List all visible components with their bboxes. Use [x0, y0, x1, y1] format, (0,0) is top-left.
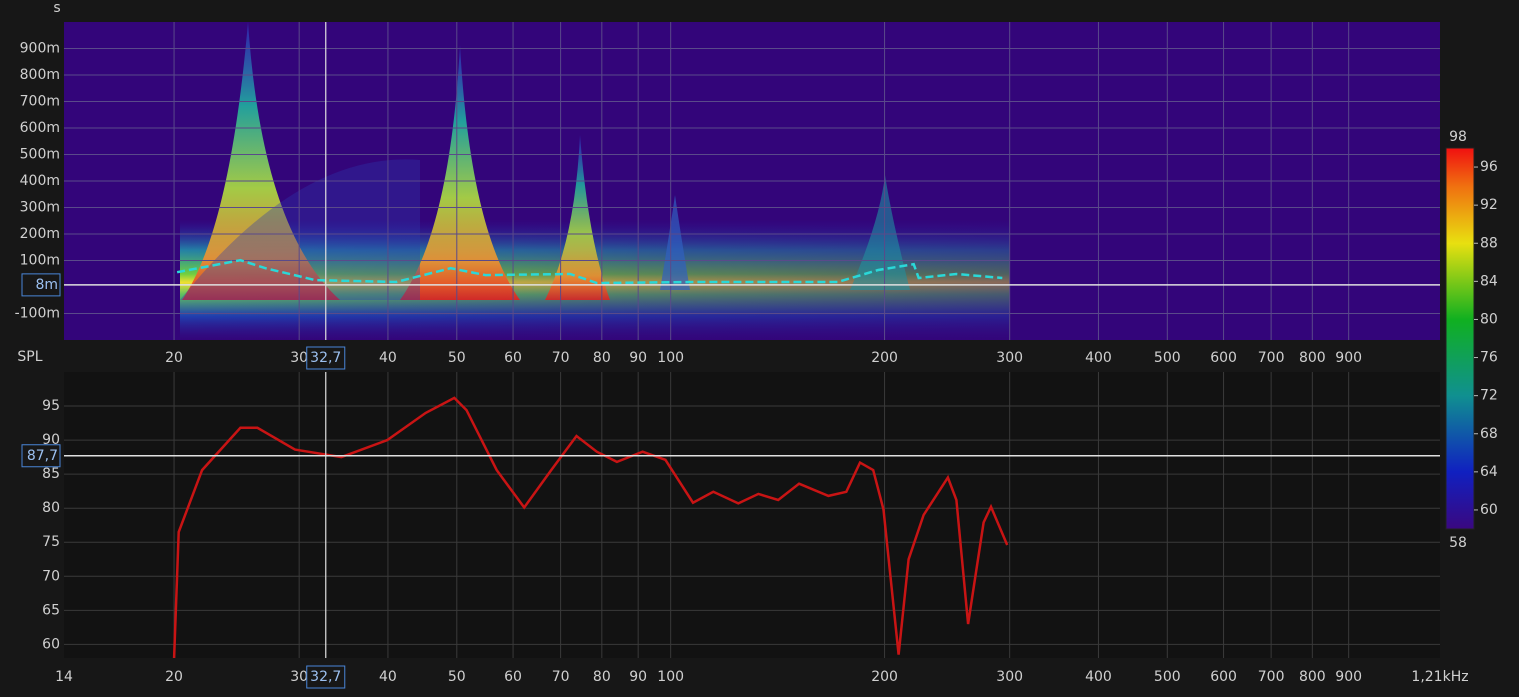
y-tick-label: 65	[42, 602, 60, 618]
x-tick-label: 30	[290, 350, 308, 366]
x-tick-label: 70	[552, 669, 570, 685]
chart-spectrogram: 900m 800m 700m 600m 500m 400m 300m 200m 100m -100…	[15, 22, 1498, 551]
x-tick-label: 300	[996, 350, 1023, 366]
y-tick-label: 75	[42, 534, 60, 550]
colorbar-tick-label: 80	[1480, 311, 1498, 327]
cursor-y-label: 8m	[35, 277, 58, 293]
x-tick-label: 800	[1299, 350, 1326, 366]
x-tick-label: 90	[629, 350, 647, 366]
cursor-y-box	[21, 273, 61, 297]
x-tick-label: 30	[290, 669, 308, 685]
x-tick-label: 1,21kHz	[1411, 669, 1468, 685]
x-tick-label: 500	[1154, 669, 1181, 685]
colorbar-min-label: 58	[1449, 535, 1467, 551]
cursor-y-label: 87,7	[27, 448, 58, 464]
x-tick-label: 400	[1085, 669, 1112, 685]
colorbar-tick-label: 96	[1480, 159, 1498, 175]
y-tick-label: 700m	[20, 94, 60, 110]
colorbar-tick-label: 68	[1480, 426, 1498, 442]
colorbar-tick-label: 92	[1480, 197, 1498, 213]
x-tick-label: 200	[871, 669, 898, 685]
y-tick-label: 500m	[20, 147, 60, 163]
x-tick-label: 300	[996, 669, 1023, 685]
x-tick-label: 100	[657, 350, 684, 366]
cursor-x-label: 32,7	[310, 350, 341, 366]
x-tick-label: 900	[1335, 669, 1362, 685]
y-tick-label: 100m	[20, 253, 60, 269]
x-tick-label: 600	[1210, 350, 1237, 366]
y-tick-label: 60	[42, 636, 60, 652]
cursor-x-label: 32,7	[310, 669, 341, 685]
x-tick-label: 200	[871, 350, 898, 366]
cursor-y-box	[21, 444, 61, 468]
x-tick-label: 40	[379, 669, 397, 685]
cursor-x-box	[306, 346, 346, 370]
y-tick-label: 200m	[20, 226, 60, 242]
colorbar-tick-label: 60	[1480, 502, 1498, 518]
y-tick-label: 900m	[20, 41, 60, 57]
x-tick-label: 50	[448, 669, 466, 685]
x-tick-label: 20	[165, 350, 183, 366]
y-tick-label: 800m	[20, 67, 60, 83]
y-tick-label: 95	[42, 398, 60, 414]
cursor-x-box	[306, 665, 346, 689]
x-tick-label: 80	[593, 350, 611, 366]
decay-line	[176, 258, 1003, 285]
y-tick-label: 90	[42, 432, 60, 448]
x-tick-label: 50	[448, 350, 466, 366]
colorbar-max-label: 98	[1449, 129, 1467, 145]
y-tick-label: 85	[42, 466, 60, 482]
y-tick-label: -100m	[15, 306, 60, 322]
chart-line: 60 65 70 75 80 85 90 95 14 20 30 40 50 60 70 80 90 100 200…	[21, 372, 1469, 689]
x-tick-label: 20	[165, 669, 183, 685]
colorbar	[1445, 147, 1475, 530]
x-tick-label: 80	[593, 669, 611, 685]
y-tick-label: 70	[42, 568, 60, 584]
x-tick-label: 100	[657, 669, 684, 685]
spl-line	[172, 396, 1009, 659]
x-tick-label: 90	[629, 669, 647, 685]
y-axis-label: s	[53, 0, 60, 16]
spl-plot	[64, 372, 1440, 658]
x-tick-label: 400	[1085, 350, 1112, 366]
colorbar-tick-label: 84	[1480, 273, 1498, 289]
x-tick-label: 14	[55, 669, 73, 685]
y-tick-label: 300m	[20, 200, 60, 216]
x-tick-label: 800	[1299, 669, 1326, 685]
colorbar-tick-label: 72	[1480, 388, 1498, 404]
x-tick-label: 60	[504, 669, 522, 685]
x-tick-label: 40	[379, 350, 397, 366]
x-tick-label: 500	[1154, 350, 1181, 366]
colorbar-tick-label: 64	[1480, 464, 1498, 480]
x-tick-label: 700	[1258, 350, 1285, 366]
y-axis-label: SPL	[17, 349, 42, 365]
colorbar-tick-label: 76	[1480, 350, 1498, 366]
y-tick-label: 600m	[20, 120, 60, 136]
y-tick-label: 80	[42, 500, 60, 516]
x-tick-label: 60	[504, 350, 522, 366]
spectrogram-heat	[180, 22, 1010, 340]
x-tick-label: 600	[1210, 669, 1237, 685]
colorbar-tick-label: 88	[1480, 235, 1498, 251]
y-tick-label: 400m	[20, 173, 60, 189]
x-tick-label: 700	[1258, 669, 1285, 685]
x-tick-label: 900	[1335, 350, 1362, 366]
x-tick-label: 70	[552, 350, 570, 366]
